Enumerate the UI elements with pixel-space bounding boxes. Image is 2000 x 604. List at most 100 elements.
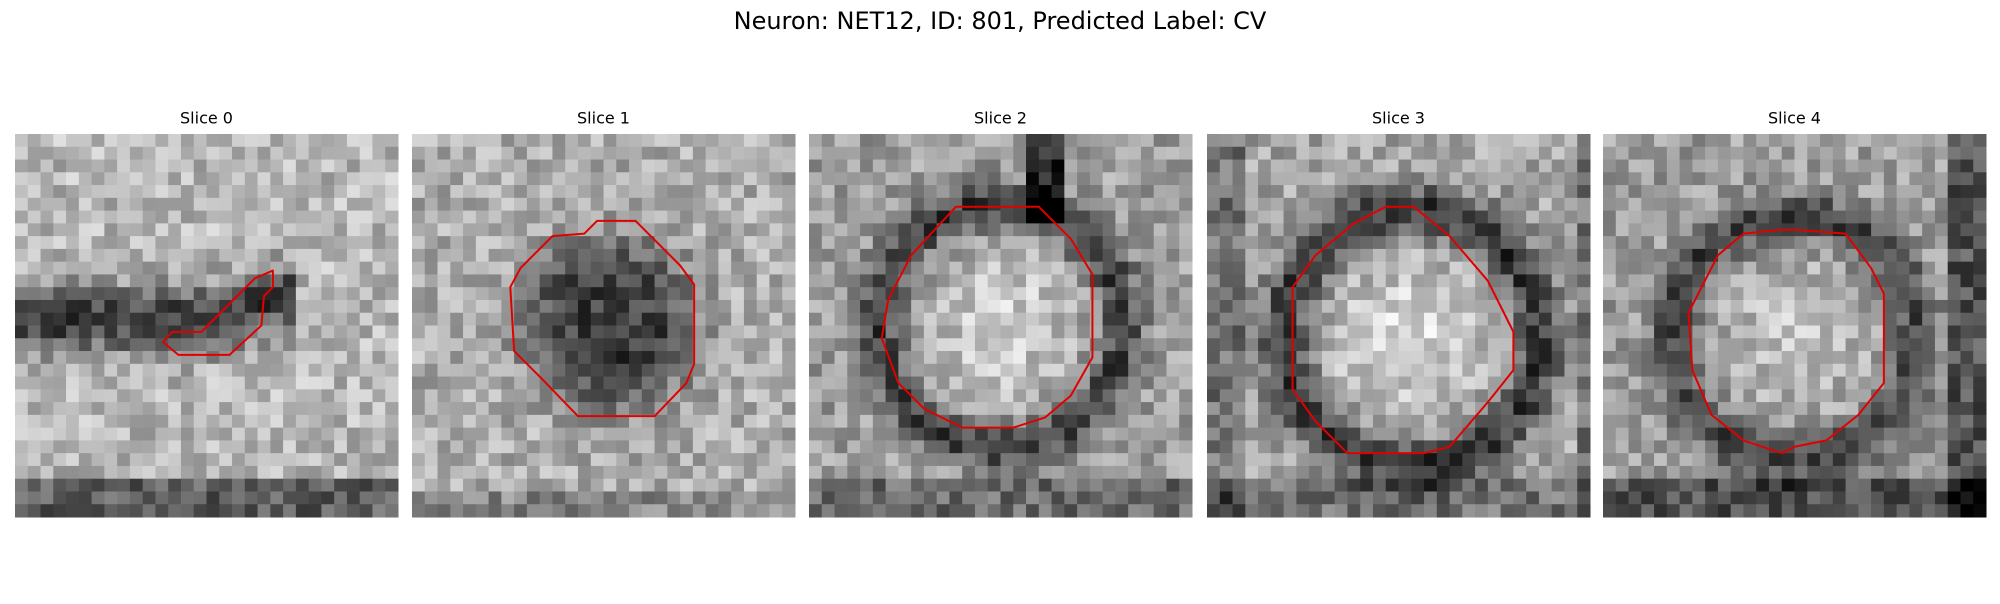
pixel xyxy=(616,312,630,327)
pixel xyxy=(412,414,426,429)
pixel xyxy=(1334,236,1348,250)
pixel xyxy=(155,197,169,212)
pixel xyxy=(821,478,836,492)
pixel xyxy=(1140,363,1155,378)
pixel xyxy=(206,376,220,390)
pixel xyxy=(834,185,848,199)
pixel xyxy=(372,197,386,212)
pixel xyxy=(1321,299,1336,314)
pixel xyxy=(1922,197,1936,212)
pixel xyxy=(1781,248,1796,263)
pixel xyxy=(1475,197,1489,212)
pixel xyxy=(769,363,783,378)
pixel xyxy=(1347,414,1361,429)
pixel xyxy=(257,248,271,263)
pixel xyxy=(1871,351,1885,365)
pixel xyxy=(450,159,464,173)
pixel xyxy=(539,427,553,441)
pixel xyxy=(769,159,783,173)
pixel xyxy=(1756,261,1770,275)
pixel xyxy=(1179,338,1193,352)
pixel xyxy=(1705,325,1719,339)
pixel xyxy=(412,465,426,480)
pixel xyxy=(117,197,131,212)
pixel xyxy=(565,504,579,518)
pixel xyxy=(539,287,553,301)
pixel xyxy=(385,338,399,352)
pixel xyxy=(91,223,105,237)
pixel xyxy=(1896,248,1910,263)
pixel xyxy=(1526,465,1540,480)
pixel xyxy=(1398,312,1412,327)
pixel xyxy=(168,261,182,275)
pixel xyxy=(1564,248,1578,263)
pixel xyxy=(1232,210,1246,224)
pixel xyxy=(1513,402,1527,416)
pixel xyxy=(885,197,899,212)
pixel xyxy=(911,504,925,518)
pixel xyxy=(654,210,668,224)
pixel xyxy=(1960,440,1974,454)
pixel xyxy=(15,465,29,480)
pixel xyxy=(346,197,361,212)
pixel xyxy=(603,159,617,173)
pixel xyxy=(641,261,656,275)
pixel xyxy=(1666,248,1681,263)
pixel xyxy=(450,312,464,327)
pixel xyxy=(283,146,297,161)
pixel xyxy=(463,299,477,314)
pixel xyxy=(53,363,67,378)
pixel xyxy=(1641,210,1655,224)
pixel xyxy=(1179,440,1193,454)
pixel xyxy=(667,491,681,505)
pixel xyxy=(1385,376,1400,390)
pixel xyxy=(577,236,592,250)
pixel xyxy=(629,351,643,365)
pixel xyxy=(1115,402,1129,416)
pixel xyxy=(898,376,912,390)
pixel xyxy=(1424,338,1438,352)
pixel xyxy=(1947,427,1961,441)
pixel xyxy=(488,248,502,263)
pixel xyxy=(270,363,284,378)
pixel xyxy=(1871,478,1885,492)
pixel xyxy=(206,389,220,403)
pixel xyxy=(1385,146,1400,161)
pixel xyxy=(565,389,579,403)
pixel xyxy=(1487,312,1502,327)
pixel xyxy=(1436,363,1451,378)
pixel xyxy=(1934,402,1949,416)
pixel xyxy=(1309,197,1323,212)
pixel xyxy=(577,414,592,429)
pixel xyxy=(1179,274,1193,288)
pixel xyxy=(514,465,528,480)
pixel xyxy=(949,504,963,518)
pixel xyxy=(590,414,605,429)
pixel xyxy=(1128,465,1142,480)
pixel xyxy=(193,363,208,378)
pixel xyxy=(629,389,643,403)
pixel xyxy=(1026,338,1040,352)
pixel xyxy=(15,223,29,237)
pixel xyxy=(641,427,656,441)
pixel xyxy=(334,287,348,301)
pixel xyxy=(1551,299,1565,314)
pixel xyxy=(1245,159,1259,173)
pixel xyxy=(860,287,874,301)
pixel xyxy=(155,210,169,224)
pixel xyxy=(424,414,439,429)
pixel xyxy=(1064,363,1078,378)
pixel xyxy=(1526,210,1540,224)
pixel xyxy=(667,427,681,441)
pixel xyxy=(1232,478,1246,492)
pixel xyxy=(244,236,259,250)
pixel xyxy=(463,159,477,173)
pixel xyxy=(1207,146,1221,161)
pixel xyxy=(1270,146,1285,161)
pixel xyxy=(1436,159,1451,173)
pixel xyxy=(283,261,297,275)
pixel xyxy=(450,402,464,416)
pixel xyxy=(1909,236,1923,250)
pixel xyxy=(654,338,668,352)
pixel xyxy=(860,402,874,416)
